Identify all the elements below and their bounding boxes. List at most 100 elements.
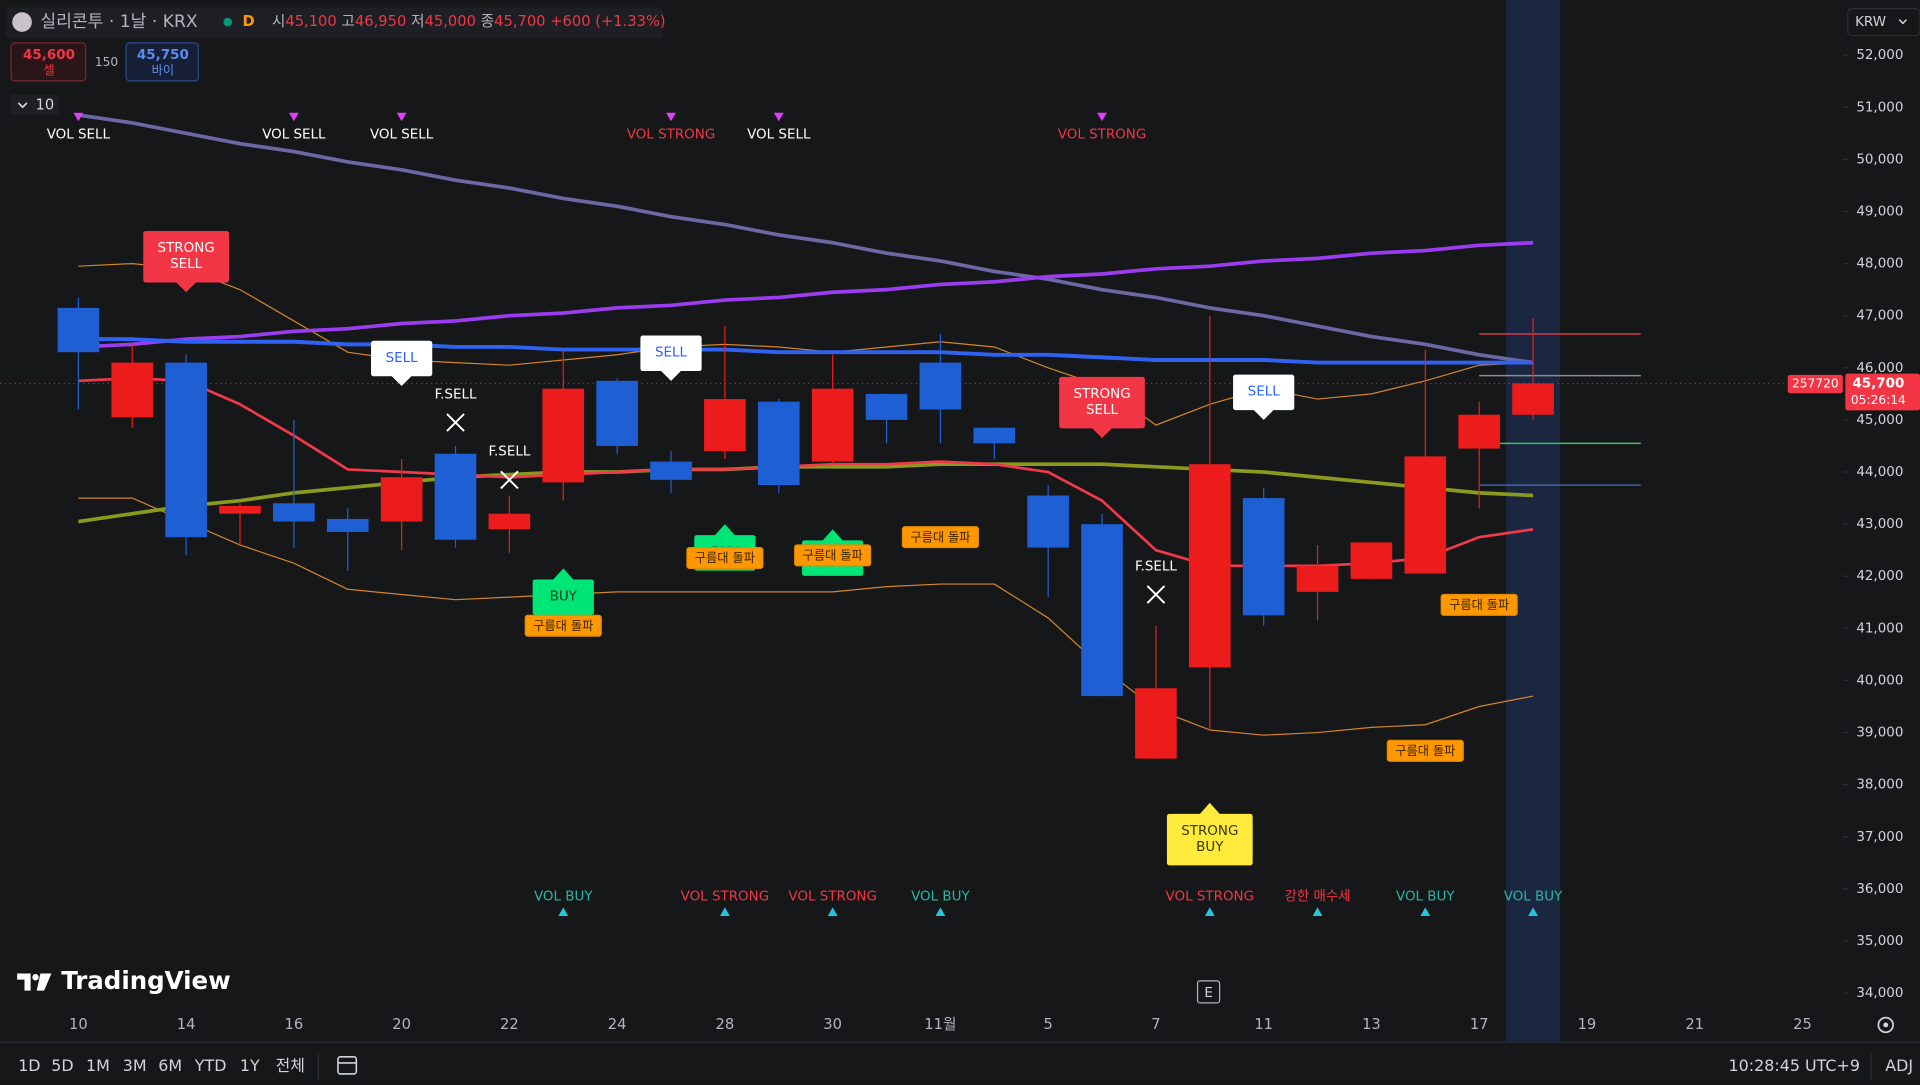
signal-box (640, 335, 702, 372)
x-tick-label: 13 (1362, 1016, 1381, 1033)
signal-box-label: SELL (170, 257, 203, 272)
candle-body (488, 513, 531, 530)
signal-box-label: BUY (550, 590, 578, 605)
signal-box (532, 579, 594, 615)
indicator-line (78, 497, 1534, 736)
signal-box (1233, 374, 1295, 411)
candle-body (1188, 464, 1231, 668)
currency-box[interactable] (1847, 8, 1920, 37)
y-tick-label: 49,000 (1856, 204, 1903, 219)
y-tick-label: 40,000 (1856, 673, 1903, 688)
calendar-frame (337, 1055, 358, 1075)
sell-label: 셀 (43, 64, 54, 78)
candle-body (542, 388, 585, 483)
y-tick-label: 38,000 (1856, 778, 1903, 793)
range-button[interactable]: 3M (123, 1056, 147, 1075)
x-tick-label: 16 (285, 1016, 304, 1033)
y-tick-label: 43,000 (1856, 517, 1903, 532)
breakout-label: 구름대 돌파 (533, 619, 593, 633)
box-pointer (1198, 802, 1221, 816)
spread: 150 (95, 55, 118, 69)
signal-label: VOL STRONG (1166, 889, 1255, 904)
range-button[interactable]: 1Y (240, 1056, 260, 1075)
signal-label: VOL SELL (747, 128, 811, 143)
y-tick-label: 47,000 (1856, 309, 1903, 324)
symbol[interactable]: 실리콘투 · 1날 · KRX (40, 12, 197, 32)
range-button[interactable]: 전체 (276, 1056, 305, 1075)
breakout-label: 구름대 돌파 (695, 551, 755, 565)
signal-label: VOL BUY (1504, 889, 1563, 904)
candle-body (1404, 456, 1447, 574)
signal-marker (935, 907, 946, 916)
volume-tag (1787, 374, 1843, 394)
candle-body (973, 427, 1016, 444)
fsell-label: F.SELL (1135, 559, 1177, 574)
range-button[interactable]: 1D (18, 1056, 40, 1075)
x-tick-label: 22 (500, 1016, 519, 1033)
volume-label: 257720 (1792, 377, 1839, 391)
fsell-label: F.SELL (435, 387, 477, 402)
currency: KRW (1855, 15, 1886, 30)
indicator-count: 10 (36, 96, 55, 113)
signal-box-label: BUY (1196, 840, 1224, 855)
box-pointer (660, 369, 683, 381)
candle-body (757, 401, 800, 486)
signal-label: VOL SELL (47, 128, 111, 143)
range-button[interactable]: 1M (86, 1056, 110, 1075)
range-button[interactable]: YTD (194, 1056, 227, 1075)
y-tick-label: 51,000 (1856, 100, 1903, 115)
y-tick-label: 50,000 (1856, 152, 1903, 167)
candle-body (1081, 524, 1123, 697)
settings-icon[interactable] (1877, 1016, 1894, 1034)
x-tick-label: 11월 (924, 1016, 956, 1033)
signal-label: VOL SELL (370, 128, 434, 143)
signal-marker (1420, 907, 1431, 916)
x-tick-label: 28 (716, 1016, 735, 1033)
market-status (223, 17, 233, 27)
candle-body (1458, 414, 1500, 449)
range-button[interactable]: 6M (158, 1056, 182, 1075)
signal-box-label: SELL (1086, 403, 1119, 418)
adj-button[interactable]: ADJ (1885, 1056, 1913, 1075)
x-tick-label: 11 (1254, 1016, 1273, 1033)
range-button[interactable]: 5D (51, 1056, 73, 1075)
toolbar: 1D 5D 1M 3M 6M YTD 1Y 전체 (18, 1056, 305, 1075)
indicator-line (78, 337, 1534, 365)
buy-button[interactable] (125, 42, 199, 82)
box-pointer (1252, 408, 1275, 420)
x-tick-label: 30 (823, 1016, 842, 1033)
plot-area: 34,000 35,000 36,000 37,000 38,000 39,000 40,0… (0, 0, 1920, 1041)
candle-body (273, 503, 315, 522)
breakout-label: 구름대 돌파 (910, 530, 970, 544)
x-tick-label: 20 (392, 1016, 411, 1033)
indicator-toggle[interactable] (9, 94, 59, 116)
x-tick-label: 19 (1578, 1016, 1597, 1033)
ohlc-label: 저 (411, 13, 425, 30)
y-tick-label: 52,000 (1856, 48, 1903, 63)
y-tick-label: 42,000 (1856, 569, 1903, 584)
ohlc-change: +600 (+1.33%) (550, 13, 665, 30)
candle-body (1296, 565, 1339, 592)
signal-marker (720, 907, 730, 916)
y-tick-label: 35,000 (1856, 934, 1903, 949)
indicator-line (78, 376, 1534, 568)
ohlc-value: 45,000 (425, 13, 476, 30)
calendar-icon[interactable] (337, 1055, 358, 1075)
signal-box-label: SELL (386, 351, 419, 366)
signal-label: VOL SELL (262, 128, 326, 143)
signal-marker (827, 907, 838, 916)
signal-marker (1097, 112, 1107, 122)
fsell-cross (446, 413, 465, 432)
x-tick-label: 14 (177, 1016, 196, 1033)
earnings-marker[interactable] (1196, 980, 1221, 1004)
logo: TradingView (17, 966, 231, 995)
buy-price: 45,750 (137, 48, 189, 63)
box-pointer (175, 281, 198, 293)
candle-body (434, 453, 477, 540)
clock[interactable]: 10:28:45 UTC+9 (1729, 1056, 1860, 1075)
sell-button[interactable] (10, 42, 87, 82)
logo-text: TradingView (61, 966, 231, 995)
candle-body (811, 388, 854, 462)
y-tick-label: 39,000 (1856, 726, 1903, 741)
